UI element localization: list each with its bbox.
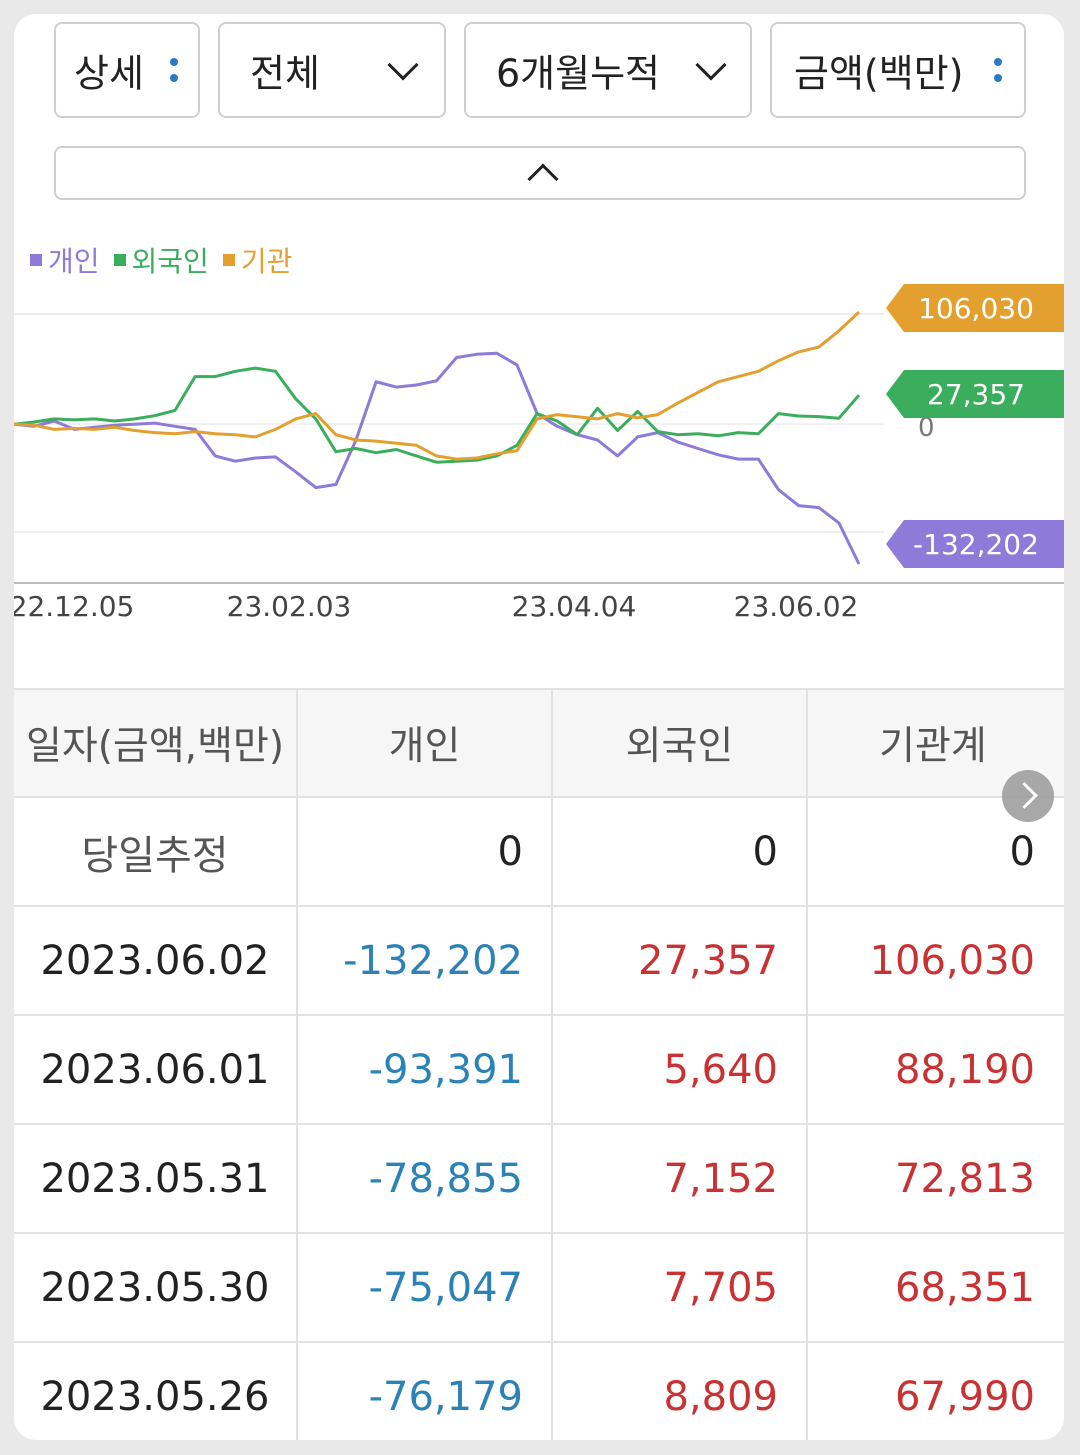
row-foreign: 8,809 (553, 1343, 808, 1440)
row-institution: 106,030 (869, 937, 1035, 984)
x-tick-label: 23.02.03 (227, 590, 352, 623)
table-header: 일자(금액,백만) 개인 외국인 기관계 (14, 690, 1064, 798)
row-institution: 88,190 (895, 1046, 1035, 1093)
table-row: 2023.06.01 -93,391 5,640 88,190 (14, 1016, 1064, 1125)
table-row: 2023.05.26 -76,179 8,809 67,990 (14, 1343, 1064, 1440)
row-institution: 67,990 (895, 1373, 1035, 1420)
row-date: 2023.05.30 (14, 1234, 298, 1341)
row-individual: -75,047 (298, 1234, 553, 1341)
legend-label: 외국인 (131, 245, 209, 278)
legend-swatch (222, 254, 235, 266)
last-value-tag: 106,030 (886, 284, 1064, 332)
table-row: 2023.05.30 -75,047 7,705 68,351 (14, 1234, 1064, 1343)
header-date: 일자(금액,백만) (14, 690, 298, 796)
zero-label: 0 (918, 413, 935, 443)
detail-button[interactable]: 상세 (54, 22, 200, 118)
row-date: 2023.06.02 (14, 907, 298, 1014)
filter-bar: 상세 전체 6개월누적 금액(백만) (54, 22, 1026, 118)
legend-label: 개인 (48, 245, 100, 278)
row-foreign: 7,152 (553, 1125, 808, 1232)
period-label: 6개월누적 (496, 51, 661, 96)
chart-legend: 개인 외국인 기관 (30, 240, 292, 280)
legend-item-institution: 기관 (222, 240, 293, 280)
legend-label: 기관 (240, 245, 293, 278)
more-dots-icon (170, 58, 178, 90)
row-foreign: 0 (553, 798, 808, 905)
row-date: 2023.05.26 (14, 1343, 298, 1440)
x-tick-label: 22.12.05 (14, 590, 134, 623)
unit-label: 금액(백만) (794, 51, 964, 96)
row-institution: 72,813 (895, 1155, 1035, 1202)
series-line-0 (14, 351, 861, 565)
header-individual: 개인 (298, 690, 553, 796)
last-value-tag: 27,357 (886, 370, 1064, 418)
row-institution: 0 (1009, 828, 1035, 875)
investor-trend-panel: 상세 전체 6개월누적 금액(백만) 개인 외국인 기관 (14, 14, 1064, 1440)
series-line-1 (14, 366, 861, 464)
row-individual: -78,855 (298, 1125, 553, 1232)
row-individual: -93,391 (298, 1016, 553, 1123)
chevron-down-icon (387, 49, 419, 81)
row-foreign: 5,640 (553, 1016, 808, 1123)
row-foreign: 27,357 (553, 907, 808, 1014)
investor-table: 일자(금액,백만) 개인 외국인 기관계 당일추정 0 0 0 2023.06.02 -1… (14, 688, 1064, 1440)
x-tick-label: 23.06.02 (734, 590, 859, 623)
row-individual: -132,202 (298, 907, 553, 1014)
scope-label: 전체 (250, 51, 320, 96)
header-institution: 기관계 (879, 724, 987, 769)
legend-swatch (30, 254, 42, 266)
table-row: 2023.06.02 -132,202 27,357 106,030 (14, 907, 1064, 1016)
row-individual: -76,179 (298, 1343, 553, 1440)
period-select[interactable]: 6개월누적 (464, 22, 752, 118)
unit-button[interactable]: 금액(백만) (770, 22, 1026, 118)
series-line-2 (14, 310, 861, 461)
last-value-label: 106,030 (918, 292, 1034, 325)
row-date: 2023.05.31 (14, 1125, 298, 1232)
chevron-down-icon (695, 49, 727, 81)
row-date: 2023.06.01 (14, 1016, 298, 1123)
detail-label: 상세 (74, 51, 144, 96)
last-value-label: -132,202 (913, 528, 1039, 561)
row-date: 당일추정 (14, 798, 298, 905)
table-row: 2023.05.31 -78,855 7,152 72,813 (14, 1125, 1064, 1234)
legend-swatch (113, 254, 126, 266)
legend-item-foreign: 외국인 (113, 240, 209, 280)
row-institution: 68,351 (895, 1264, 1035, 1311)
scope-select[interactable]: 전체 (218, 22, 446, 118)
collapse-chart-button[interactable] (54, 146, 1026, 200)
legend-item-individual: 개인 (30, 240, 100, 280)
row-foreign: 7,705 (553, 1234, 808, 1341)
more-dots-icon (994, 58, 1002, 90)
x-tick-label: 23.04.04 (512, 590, 637, 623)
last-value-tag: -132,202 (886, 520, 1064, 568)
table-row: 당일추정 0 0 0 (14, 798, 1064, 907)
scroll-right-button[interactable] (1002, 770, 1054, 822)
cumulative-flow-chart: 0 106,030 27,357 -132,202 22.12.05 23.02.03 23… (14, 284, 1064, 623)
last-value-label: 27,357 (927, 378, 1025, 411)
header-foreign: 외국인 (553, 690, 808, 796)
row-individual: 0 (298, 798, 553, 905)
chevron-up-icon (527, 163, 559, 195)
